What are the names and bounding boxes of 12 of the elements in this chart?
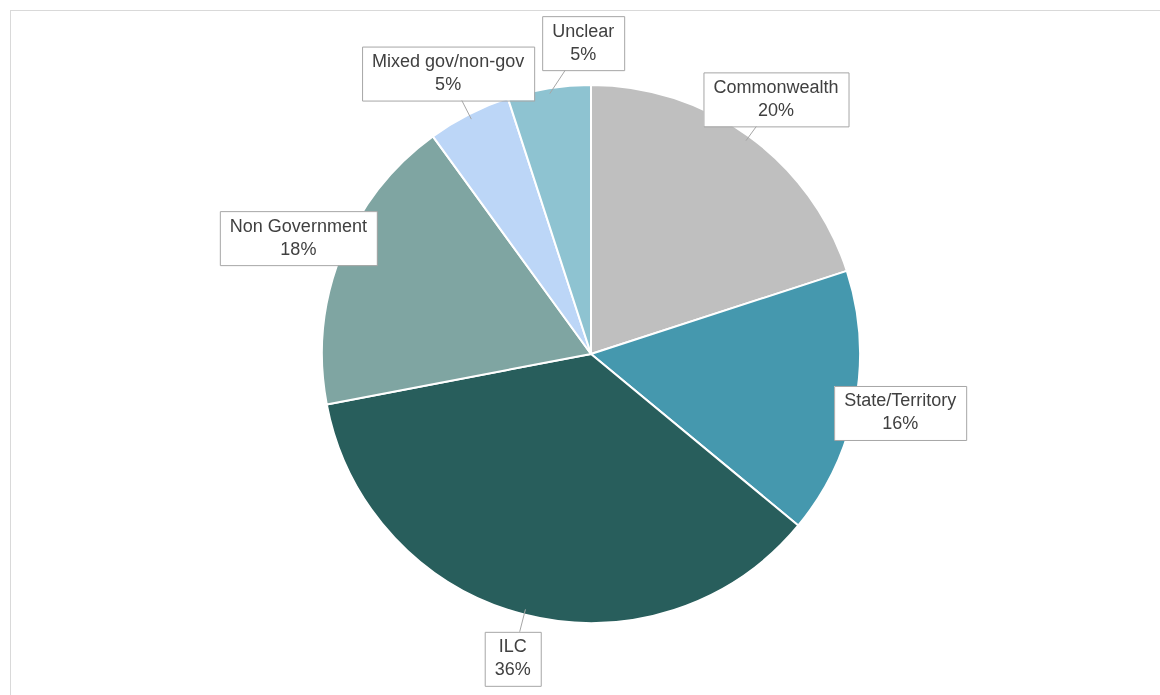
slice-label: Unclear	[552, 20, 615, 41]
slice-label: Commonwealth	[713, 76, 839, 97]
slice-label: State/Territory	[844, 390, 957, 411]
slice-label: Non Government	[229, 215, 367, 236]
data-label: 36%	[494, 659, 531, 680]
data-label: 5%	[435, 74, 462, 95]
slice-label: Mixed gov/non-gov	[372, 51, 525, 72]
data-label: 5%	[570, 43, 597, 64]
data-label: 16%	[882, 413, 919, 434]
data-label: 20%	[757, 99, 795, 120]
slice-label: ILC	[498, 636, 527, 657]
data-label: 18%	[280, 238, 317, 259]
